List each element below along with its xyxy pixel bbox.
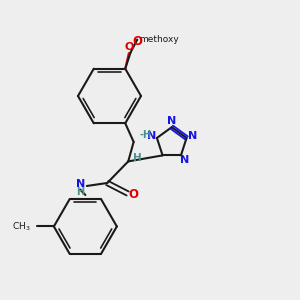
Text: H: H <box>133 153 142 164</box>
Text: N: N <box>167 116 176 126</box>
Text: O: O <box>129 188 139 201</box>
Text: O: O <box>132 35 142 48</box>
Text: N: N <box>147 131 156 141</box>
Text: N: N <box>76 179 85 190</box>
Text: CH$_3$: CH$_3$ <box>12 220 31 233</box>
Text: N: N <box>180 155 189 165</box>
Text: methoxy: methoxy <box>139 34 179 43</box>
Text: -H: -H <box>140 130 152 140</box>
Text: H: H <box>76 187 84 197</box>
Text: O: O <box>125 41 134 52</box>
Text: N: N <box>188 131 197 141</box>
